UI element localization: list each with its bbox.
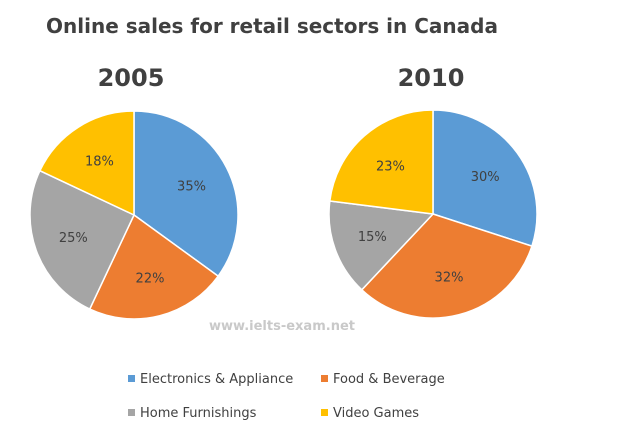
pie-label-2005-video: 18% [85,155,114,170]
pie-slice-2005-home [29,169,135,311]
pie-label-2005-home: 25% [59,231,88,246]
legend-swatch-video [321,409,328,416]
legend-label-electronics: Electronics & Appliance [140,372,293,387]
chart-title: Online sales for retail sectors in Canad… [46,14,498,38]
pie-slice-2010-home [328,200,435,291]
legend-label-food: Food & Beverage [333,372,445,387]
legend-label-video: Video Games [333,406,419,421]
legend-swatch-electronics [128,375,135,382]
legend-swatch-home [128,409,135,416]
legend-item-electronics: Electronics & Appliance [128,372,293,387]
pie-label-2010-electronics: 30% [471,170,500,185]
pie-title-2005: 2005 [98,64,165,92]
pie-label-2010-video: 23% [376,160,405,175]
pie-slice-2010-food [360,213,533,319]
pie-2010: 30% 32% 15% 23% [328,109,538,319]
watermark: www.ielts-exam.net [209,319,355,334]
legend-item-food: Food & Beverage [321,372,445,387]
pie-label-2005-food: 22% [136,272,165,287]
pie-label-2005-electronics: 35% [177,180,206,195]
pie-slice-2005-electronics [133,110,239,278]
pie-2005: 35% 22% 25% 18% [29,110,239,320]
pie-slice-2010-video [328,109,434,215]
pie-label-2010-food: 32% [435,271,464,286]
legend-label-home: Home Furnishings [140,406,257,421]
legend-swatch-food [321,375,328,382]
pie-slice-2005-video [38,110,135,217]
pie-slice-2010-electronics [432,109,538,248]
pie-title-2010: 2010 [398,64,465,92]
legend: Electronics & Appliance Food & Beverage … [128,372,445,421]
legend-item-home: Home Furnishings [128,406,257,421]
pie-label-2010-home: 15% [358,230,387,245]
legend-item-video: Video Games [321,406,419,421]
